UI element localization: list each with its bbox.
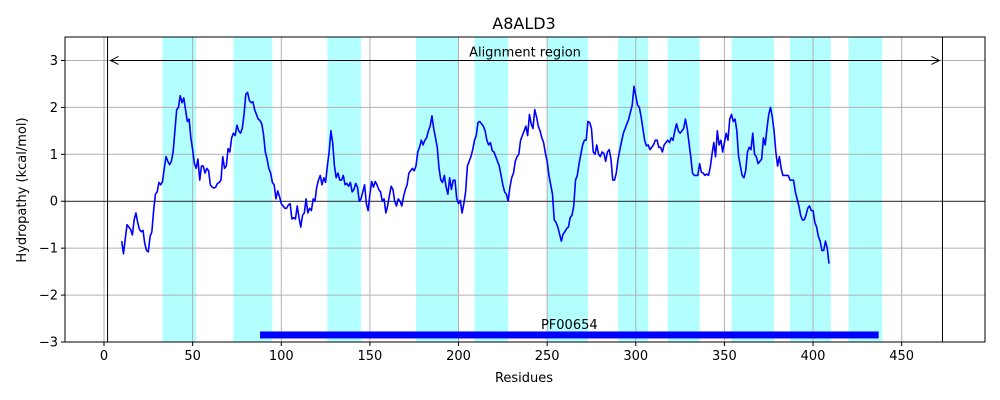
alignment-region-label: Alignment region	[469, 45, 581, 60]
x-tick-label: 250	[535, 349, 560, 364]
band	[327, 37, 362, 342]
band	[233, 37, 273, 342]
y-axis-label: Hydropathy (kcal/mol)	[15, 117, 30, 262]
x-tick-label: 0	[100, 349, 108, 364]
band	[848, 37, 883, 342]
x-tick-label: 300	[623, 349, 648, 364]
hydropathy-series	[120, 85, 830, 264]
x-tick-label: 400	[801, 349, 826, 364]
y-tick-label: 0	[50, 195, 58, 210]
y-tick-label: 1	[50, 148, 58, 163]
domain-bar	[259, 331, 879, 339]
x-tick-label: 450	[889, 349, 914, 364]
y-tick-label: 3	[50, 54, 58, 69]
chart-title: A8ALD3	[492, 14, 555, 33]
y-tick-label: 2	[50, 101, 58, 116]
band	[162, 37, 197, 342]
y-tick-label: −1	[39, 242, 58, 257]
x-tick-label: 150	[357, 349, 382, 364]
band	[618, 37, 649, 342]
y-tick-label: −2	[39, 289, 58, 304]
band	[790, 37, 831, 342]
plot-frame	[64, 36, 986, 343]
x-tick-label: 100	[269, 349, 294, 364]
alignment-arrow-left-head	[109, 56, 119, 65]
x-tick-label: 50	[184, 349, 201, 364]
grid-lines	[65, 37, 985, 343]
x-tick-label: 200	[446, 349, 471, 364]
hydropathy-line	[120, 85, 830, 264]
band	[547, 37, 588, 342]
band	[474, 37, 509, 342]
reference-lines	[65, 37, 985, 342]
y-tick-label: −3	[39, 336, 58, 351]
hydrophobic-bands	[162, 37, 883, 342]
alignment-arrow-right-head	[931, 56, 941, 65]
annotations: Alignment region PF00654	[109, 45, 941, 339]
axis-ticks: 0 50 100 150 200 250 300 350 400 450 −3 −2 −1 0 1 2 3	[39, 54, 914, 364]
domain-label: PF00654	[541, 318, 598, 333]
x-tick-label: 350	[712, 349, 737, 364]
band	[667, 37, 700, 342]
x-axis-label: Residues	[495, 371, 553, 386]
band	[731, 37, 775, 342]
